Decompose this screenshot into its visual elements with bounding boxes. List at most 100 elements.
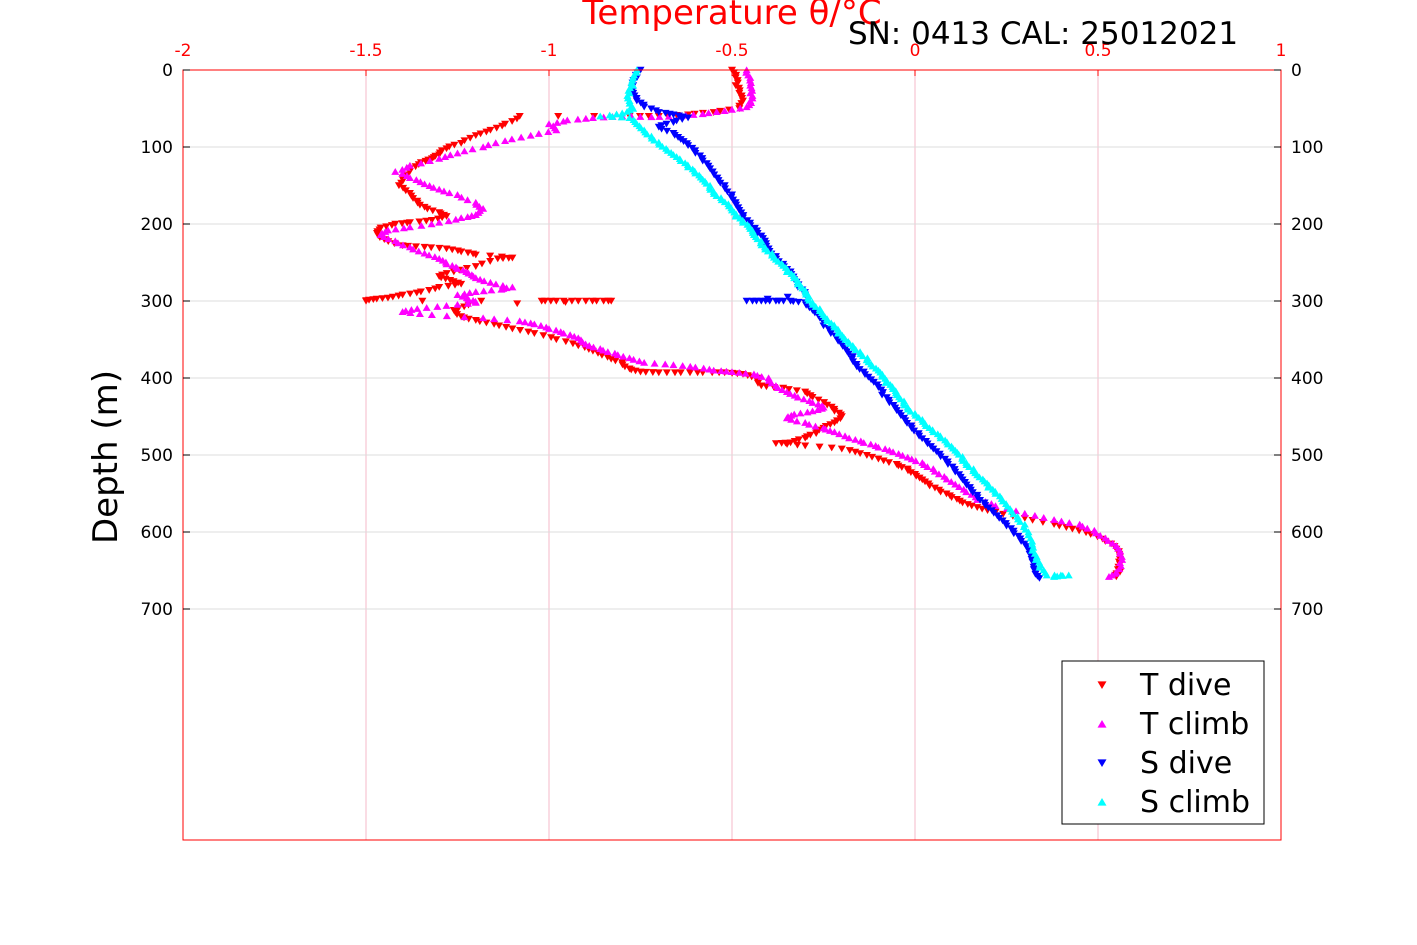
data-point-fill (468, 145, 477, 153)
x-tick-label: -1 (541, 41, 558, 61)
data-point-fill (536, 322, 545, 329)
data-point-fill (412, 176, 421, 184)
data-point-fill (813, 406, 822, 414)
data-point-fill (491, 280, 500, 288)
data-point-fill (984, 504, 993, 512)
data-point-fill (792, 387, 801, 395)
data-point-fill (433, 303, 442, 310)
data-point (793, 393, 802, 401)
data-point (881, 379, 890, 386)
data-point-fill (648, 369, 657, 376)
data-point (530, 330, 539, 337)
data-point-fill (546, 297, 555, 305)
data-point-fill (686, 362, 695, 370)
data-point (771, 440, 780, 448)
data-point-fill (416, 178, 425, 186)
data-point-fill (1096, 531, 1105, 539)
data-point-fill (460, 147, 469, 155)
data-point (951, 480, 960, 488)
data-point (1035, 563, 1044, 571)
data-point-fill (783, 441, 792, 448)
data-point-fill (463, 299, 472, 307)
data-point-fill (934, 470, 943, 478)
data-point-fill (923, 463, 932, 471)
data-point-fill (723, 188, 732, 196)
data-point-fill (394, 292, 403, 300)
data-point-fill (735, 369, 744, 376)
legend-label: T climb (1139, 707, 1249, 742)
data-point-fill (851, 346, 860, 353)
data-point (515, 317, 524, 325)
y-tick-label-right: 700 (1291, 600, 1323, 620)
data-point-fill (502, 323, 511, 331)
data-point-fill (1108, 539, 1117, 547)
data-point (823, 317, 832, 325)
data-point-fill (727, 105, 736, 113)
data-point (453, 265, 462, 272)
data-point-fill (858, 352, 867, 360)
data-point (676, 157, 685, 165)
data-point (453, 191, 462, 198)
data-point-fill (516, 327, 525, 334)
data-point (479, 143, 488, 151)
legend-marker (1097, 719, 1107, 728)
data-point-fill (581, 114, 590, 122)
data-point-fill (451, 281, 460, 289)
data-point-fill (787, 415, 796, 423)
data-point (808, 407, 817, 415)
data-point (394, 182, 403, 190)
data-point (738, 218, 747, 226)
data-point (742, 103, 751, 111)
data-point (453, 149, 462, 157)
data-point-fill (796, 409, 805, 417)
data-point-fill (418, 297, 427, 305)
data-point (782, 268, 791, 275)
data-point-fill (398, 165, 407, 173)
x-tick-label: 0.5 (1084, 41, 1111, 61)
data-point-fill (712, 108, 721, 116)
legend-box (1061, 660, 1265, 825)
data-point (471, 298, 480, 306)
data-point-fill (534, 130, 543, 137)
data-point-fill (786, 390, 795, 397)
data-point-fill (477, 297, 486, 305)
data-point-fill (664, 112, 673, 120)
data-point (1020, 509, 1029, 517)
data-point (936, 434, 945, 442)
y-tick-label-left: 100 (141, 138, 173, 158)
data-point (442, 145, 451, 153)
data-point (427, 216, 436, 224)
data-point-fill (866, 440, 875, 448)
data-point-fill (513, 300, 522, 308)
data-point-fill (657, 125, 666, 133)
x-tick-label: 0 (910, 41, 921, 61)
data-point-fill (431, 285, 440, 293)
data-point-fill (402, 163, 411, 171)
data-point (1050, 573, 1059, 580)
data-point-fill (814, 396, 823, 404)
data-point (826, 330, 835, 337)
data-point-fill (422, 217, 431, 225)
data-point-fill (607, 355, 616, 363)
data-point (457, 214, 466, 222)
data-point (383, 294, 392, 302)
data-point-fill (799, 395, 808, 403)
data-point-fill (811, 303, 820, 310)
data-point-fill (441, 153, 450, 160)
data-point (647, 113, 656, 121)
data-point-fill (446, 151, 455, 159)
data-point (552, 126, 561, 134)
legend-marker (1097, 681, 1107, 690)
data-point (405, 223, 414, 231)
data-point-fill (539, 332, 548, 339)
data-point (471, 274, 480, 282)
data-point (742, 297, 751, 305)
data-point-fill (463, 196, 472, 204)
data-point-fill (491, 139, 500, 147)
data-point-fill (1078, 522, 1087, 530)
data-point-fill (884, 459, 893, 467)
legend-label: S dive (1140, 746, 1232, 781)
data-point-fill (753, 235, 762, 243)
data-point (592, 297, 601, 305)
